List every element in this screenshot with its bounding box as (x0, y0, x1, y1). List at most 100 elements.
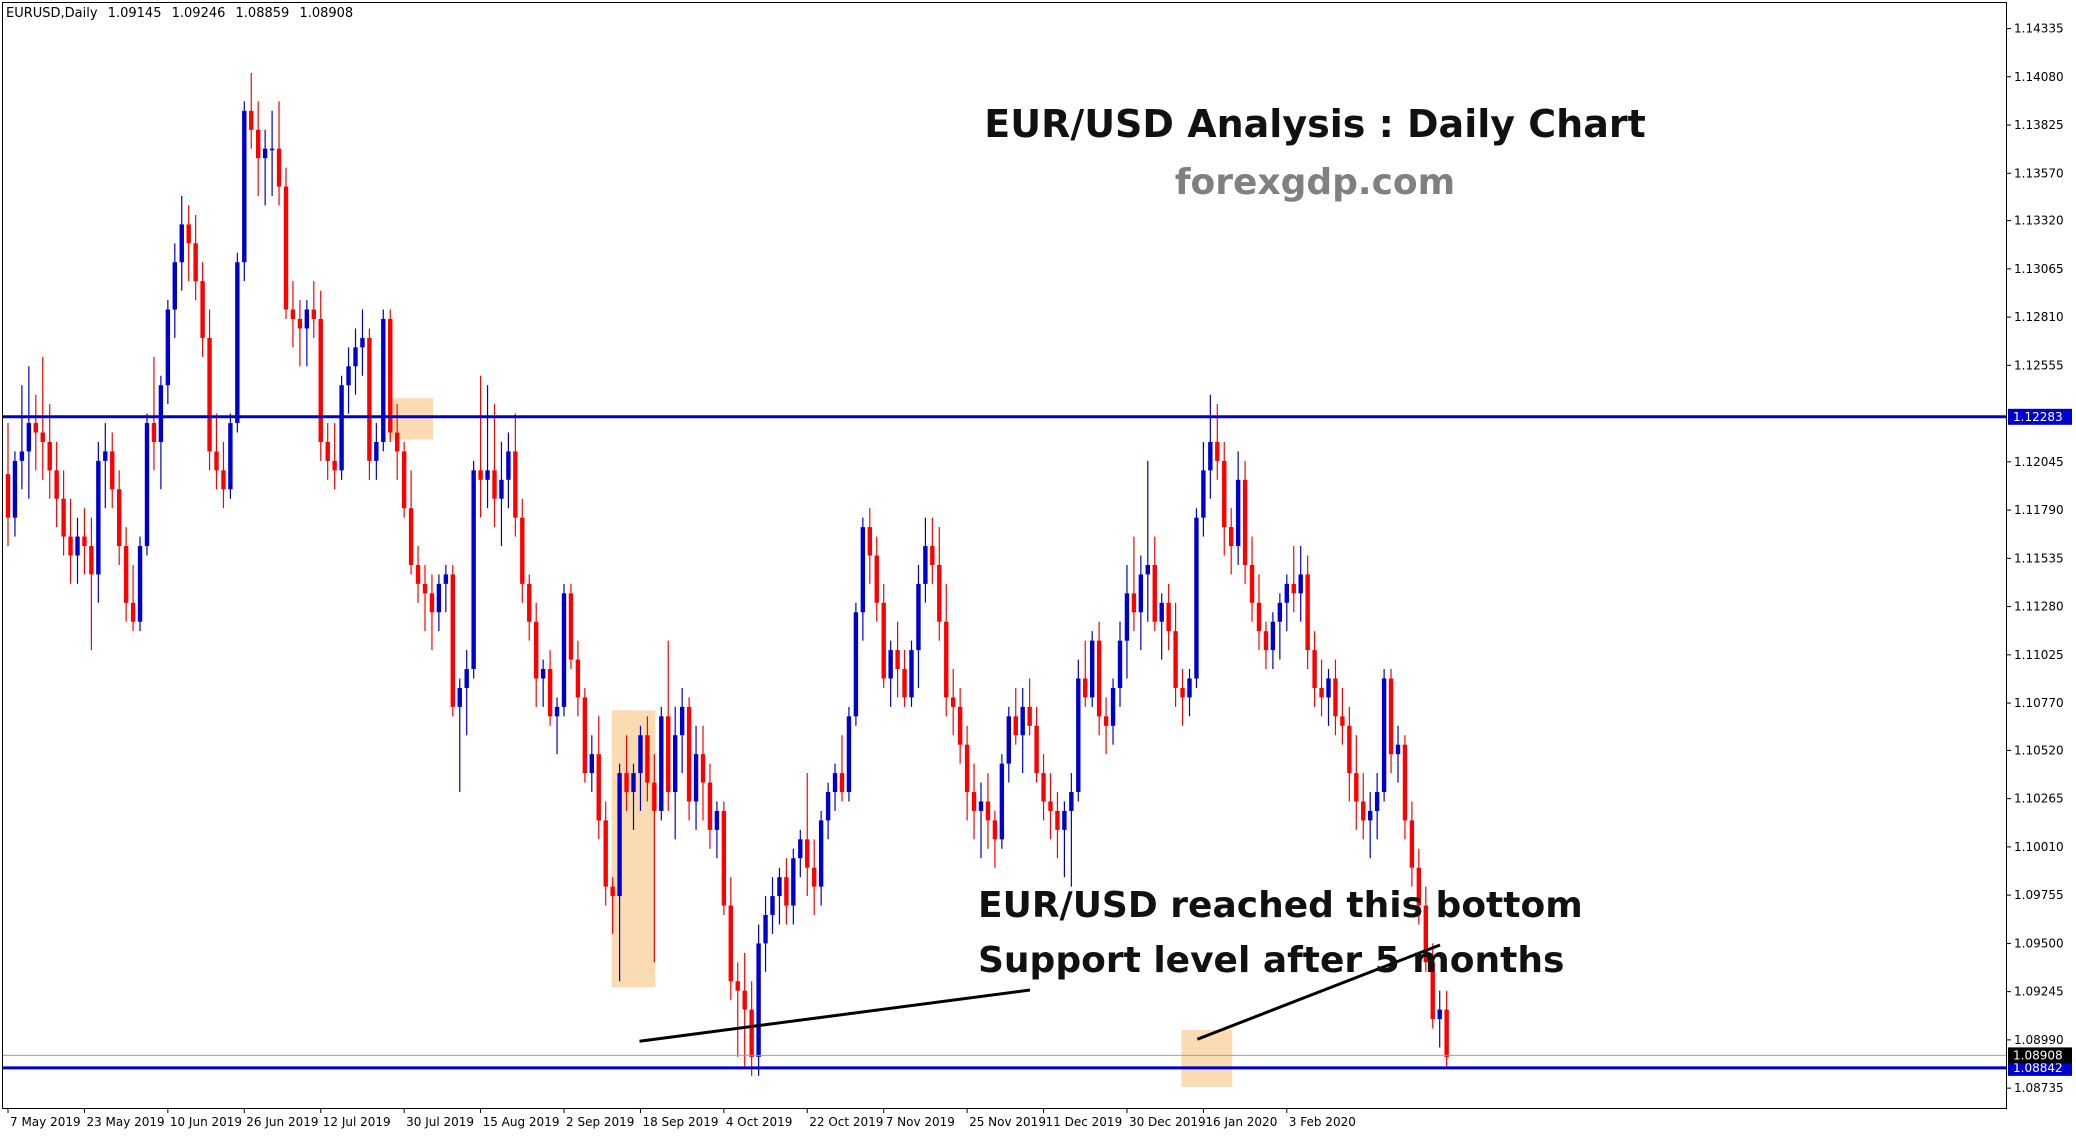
price-tick-label: 1.12810 (2014, 310, 2064, 324)
candle (214, 413, 219, 490)
candle (89, 517, 94, 651)
candle (117, 470, 122, 565)
candle (971, 763, 977, 840)
candle-body (1215, 441, 1220, 461)
candle (1194, 508, 1199, 688)
candle (999, 754, 1005, 849)
price-tick-label: 1.12555 (2014, 358, 2064, 372)
candle (902, 650, 907, 707)
candle (457, 678, 462, 793)
candle (1055, 792, 1060, 859)
candle (818, 810, 824, 906)
candle (617, 763, 622, 982)
candle-body (269, 148, 275, 151)
candle (262, 129, 268, 206)
candle-body (408, 508, 414, 565)
candle-body (1020, 706, 1025, 736)
candle-body (256, 129, 261, 159)
chart-title: EUR/USD Analysis : Daily Chart (984, 102, 1646, 146)
time-tick-label: 2 Sep 2019 (566, 1115, 634, 1129)
candle (54, 441, 59, 528)
candle-body (332, 460, 337, 471)
candle-body (1249, 564, 1255, 603)
candle (1027, 678, 1032, 736)
candle (673, 706, 678, 840)
candle (1083, 640, 1088, 707)
price-tick-label: 1.10770 (2014, 696, 2064, 710)
candle-body (1388, 678, 1394, 755)
candle-body (1312, 650, 1317, 688)
candle (881, 583, 886, 688)
candle (151, 356, 157, 471)
candle (1013, 687, 1018, 745)
candle-body (610, 886, 615, 897)
candle (1402, 735, 1408, 840)
candle-body (381, 318, 386, 442)
candle (471, 460, 476, 679)
candle-body (700, 754, 706, 783)
candle-body (1326, 678, 1331, 698)
time-tick-label: 7 May 2019 (10, 1115, 81, 1129)
candle (325, 423, 330, 480)
candle (1235, 451, 1241, 565)
annotation-arrows (639, 943, 1441, 1043)
candle (207, 309, 212, 471)
price-axis: 1.14335 1.14080 1.13825 1.13570 1.13320 1.130… (2006, 22, 2072, 1095)
candle-body (1361, 801, 1366, 821)
candle (429, 574, 435, 651)
candle-body (19, 451, 25, 461)
candle-body (951, 697, 956, 707)
time-tick-label: 3 Feb 2020 (1289, 1115, 1356, 1129)
time-tick-label: 18 Sep 2019 (642, 1115, 718, 1129)
candle (103, 423, 108, 509)
candle (1006, 706, 1011, 783)
candle-body (881, 602, 886, 679)
candle-body (221, 470, 226, 490)
candle (123, 527, 129, 622)
candle (700, 725, 706, 821)
candle-body (916, 583, 921, 651)
candle-body (1076, 678, 1081, 793)
candle-body (1187, 678, 1192, 698)
candle (1229, 508, 1234, 575)
candle (1145, 460, 1150, 622)
candle-body (1347, 725, 1352, 774)
candle (756, 924, 761, 1076)
candle (853, 602, 859, 726)
candle-body (1305, 574, 1310, 651)
candle-body (415, 564, 421, 584)
candle-body (1416, 867, 1422, 906)
candle (1166, 583, 1171, 651)
time-tick-label: 12 Jul 2019 (323, 1115, 391, 1129)
candle (1138, 555, 1144, 651)
candle-body (1117, 640, 1123, 688)
candle-body (1354, 773, 1359, 802)
candle-body (1048, 801, 1053, 811)
candle-body (735, 981, 740, 991)
candle (186, 205, 191, 282)
candle (735, 962, 740, 1057)
candle (408, 470, 414, 575)
candle-body (193, 243, 198, 282)
candle-body (992, 820, 998, 840)
candle-body (575, 659, 581, 698)
candle-body (228, 423, 233, 490)
candle-body (1374, 792, 1380, 811)
price-marker-label: 1.12283 (2013, 410, 2063, 424)
candle (874, 536, 879, 622)
time-tick-label: 11 Dec 2019 (1046, 1115, 1123, 1129)
time-tick-label: 10 Jun 2019 (170, 1115, 242, 1129)
candle-body (374, 441, 379, 461)
candle (332, 423, 337, 490)
candle-body (964, 744, 970, 793)
candle (825, 782, 831, 840)
price-marker-box (2008, 408, 2072, 425)
candle (923, 517, 928, 603)
candle-body (527, 583, 532, 622)
candle (1298, 546, 1303, 622)
candle (659, 706, 664, 821)
candle (742, 952, 747, 1067)
candle (1305, 555, 1310, 670)
candle-body (89, 546, 94, 575)
candle (485, 385, 490, 509)
